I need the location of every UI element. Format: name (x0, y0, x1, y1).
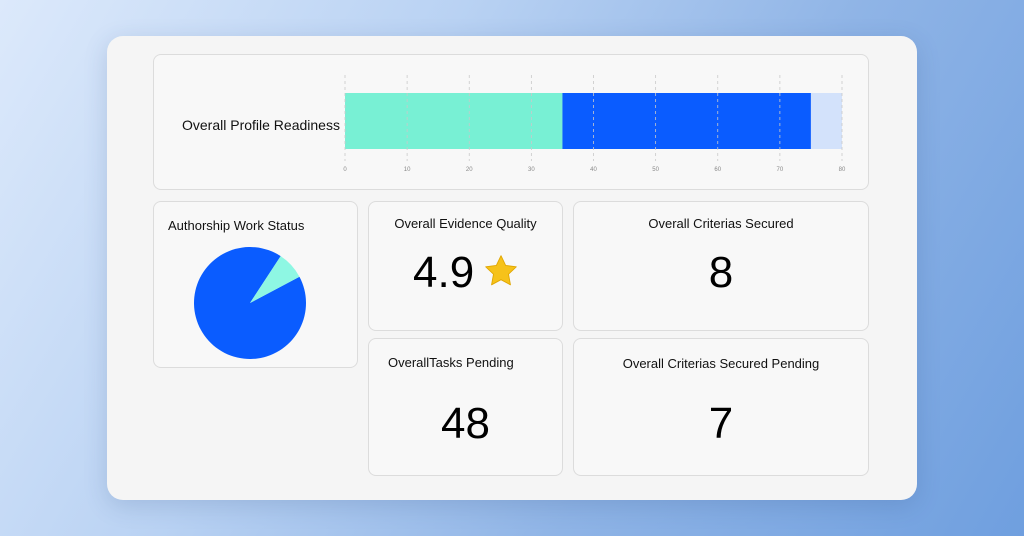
readiness-bar-segment-2 (562, 93, 811, 149)
tasks-pending-card: OverallTasks Pending 48 (368, 338, 563, 476)
readiness-bar-segment-1 (345, 93, 563, 149)
pie-slice-2 (250, 256, 300, 303)
x-tick-label: 10 (404, 167, 411, 173)
x-tick-label: 50 (652, 167, 659, 173)
authorship-pie-chart (194, 247, 306, 359)
readiness-label: Overall Profile Readiness (182, 117, 340, 133)
evidence-quality-card: Overall Evidence Quality 4.9 (368, 201, 563, 331)
criterias-value: 8 (708, 248, 734, 297)
star-icon (485, 255, 517, 286)
readiness-bar-chart: 0 10 20 30 40 50 60 70 80 (343, 75, 846, 173)
tasks-value: 48 (441, 399, 490, 448)
authorship-title: Authorship Work Status (168, 218, 305, 233)
tasks-title: OverallTasks Pending (388, 355, 514, 370)
pending-value: 7 (708, 399, 734, 448)
x-tick-label: 40 (590, 167, 597, 173)
profile-readiness-card: Overall Profile Readiness 0 10 20 30 40 50 60 7… (153, 54, 869, 190)
criterias-secured-card: Overall Criterias Secured 8 (573, 201, 869, 331)
x-tick-label: 60 (714, 167, 721, 173)
readiness-bar-segment-3 (810, 93, 842, 149)
x-tick-label: 20 (466, 167, 473, 173)
evidence-value: 4.9 (413, 248, 475, 297)
dashboard-panel: Overall Profile Readiness 0 10 20 30 40 50 60 7… (107, 36, 917, 500)
criterias-title: Overall Criterias Secured (648, 216, 794, 231)
x-tick-label: 80 (839, 167, 846, 173)
x-tick-label: 30 (528, 167, 535, 173)
authorship-card: Authorship Work Status (153, 201, 358, 368)
pending-title: Overall Criterias Secured Pending (622, 356, 820, 371)
criterias-pending-card: Overall Criterias Secured Pending 7 (573, 338, 869, 476)
pie-slice-1 (194, 247, 306, 359)
x-tick-label: 0 (343, 167, 347, 173)
x-tick-label: 70 (777, 167, 784, 173)
evidence-title: Overall Evidence Quality (394, 216, 537, 231)
